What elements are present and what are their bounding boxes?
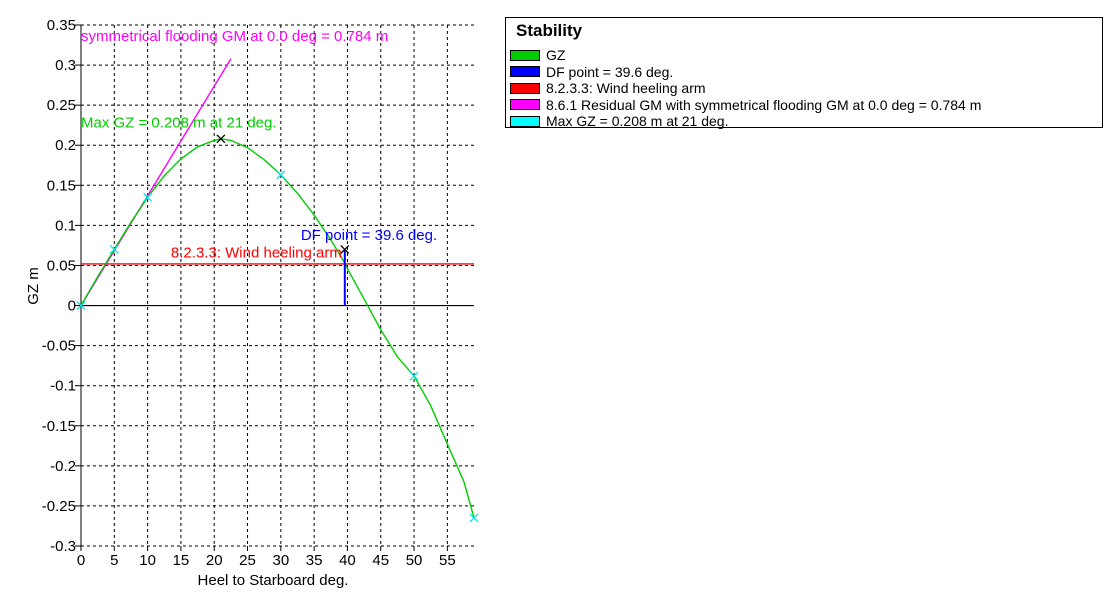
- x-tick-label: 5: [110, 552, 118, 569]
- y-tick-label: 0.25: [47, 97, 76, 114]
- y-tick-label: 0.05: [47, 257, 76, 274]
- y-tick-label: -0.1: [50, 378, 76, 395]
- x-tick-label: 10: [139, 552, 156, 569]
- x-tick-label: 20: [206, 552, 223, 569]
- legend-label: 8.2.3.3: Wind heeling arm: [546, 80, 706, 96]
- legend-item: DF point = 39.6 deg.: [510, 64, 673, 80]
- legend-label: DF point = 39.6 deg.: [546, 64, 673, 80]
- markers: [77, 135, 478, 522]
- legend-title: Stability: [516, 21, 582, 41]
- y-tick-label: 0.15: [47, 177, 76, 194]
- legend-swatch: [510, 66, 540, 77]
- legend-item: Max GZ = 0.208 m at 21 deg.: [510, 113, 729, 129]
- x-tick-label: 40: [339, 552, 356, 569]
- y-tick-label: -0.15: [42, 418, 76, 435]
- grid: [81, 25, 474, 546]
- y-tick-label: 0.2: [55, 137, 76, 154]
- y-tick-label: 0.35: [47, 17, 76, 34]
- annotation-0: symmetrical flooding GM at 0.0 deg = 0.7…: [81, 28, 388, 45]
- x-tick-label: 35: [306, 552, 323, 569]
- x-tick-label: 25: [239, 552, 256, 569]
- x-tick-label: 50: [406, 552, 423, 569]
- legend: Stability GZ DF point = 39.6 deg. 8.2.3.3:…: [505, 17, 1103, 128]
- annotation-3: 8.2.3.3: Wind heeling arm: [171, 244, 342, 261]
- gz-marker: [470, 514, 478, 522]
- y-tick-label: -0.05: [42, 338, 76, 355]
- x-tick-label: 30: [272, 552, 289, 569]
- y-tick-label: 0: [68, 298, 76, 315]
- x-tick-label: 55: [439, 552, 456, 569]
- y-tick-label: -0.3: [50, 538, 76, 555]
- legend-item: 8.6.1 Residual GM with symmetrical flood…: [510, 97, 981, 113]
- legend-label: Max GZ = 0.208 m at 21 deg.: [546, 113, 729, 129]
- annotation-1: Max GZ = 0.208 m at 21 deg.: [81, 115, 277, 132]
- y-tick-label: 0.3: [55, 57, 76, 74]
- legend-item: GZ: [510, 47, 565, 63]
- series-line-0: [81, 139, 474, 518]
- x-tick-label: 45: [372, 552, 389, 569]
- y-tick-label: 0.1: [55, 217, 76, 234]
- y-tick-label: -0.25: [42, 498, 76, 515]
- y-axis-label: GZ m: [25, 267, 42, 305]
- gz-marker: [110, 245, 118, 253]
- legend-label: GZ: [546, 47, 565, 63]
- legend-swatch: [510, 83, 540, 94]
- tick-labels: -0.3 -0.25 -0.2 -0.15 -0.1 -0.05 0 0.05 0.1 0.15 0…: [42, 17, 456, 569]
- legend-label: 8.6.1 Residual GM with symmetrical flood…: [546, 97, 981, 113]
- legend-item: 8.2.3.3: Wind heeling arm: [510, 80, 706, 96]
- x-axis-label: Heel to Starboard deg.: [198, 572, 349, 589]
- y-tick-label: -0.2: [50, 458, 76, 475]
- legend-swatch: [510, 50, 540, 61]
- legend-swatch: [510, 99, 540, 110]
- legend-swatch: [510, 116, 540, 127]
- x-tick-label: 15: [173, 552, 190, 569]
- x-tick-label: 0: [77, 552, 85, 569]
- annotation-2: DF point = 39.6 deg.: [301, 227, 437, 244]
